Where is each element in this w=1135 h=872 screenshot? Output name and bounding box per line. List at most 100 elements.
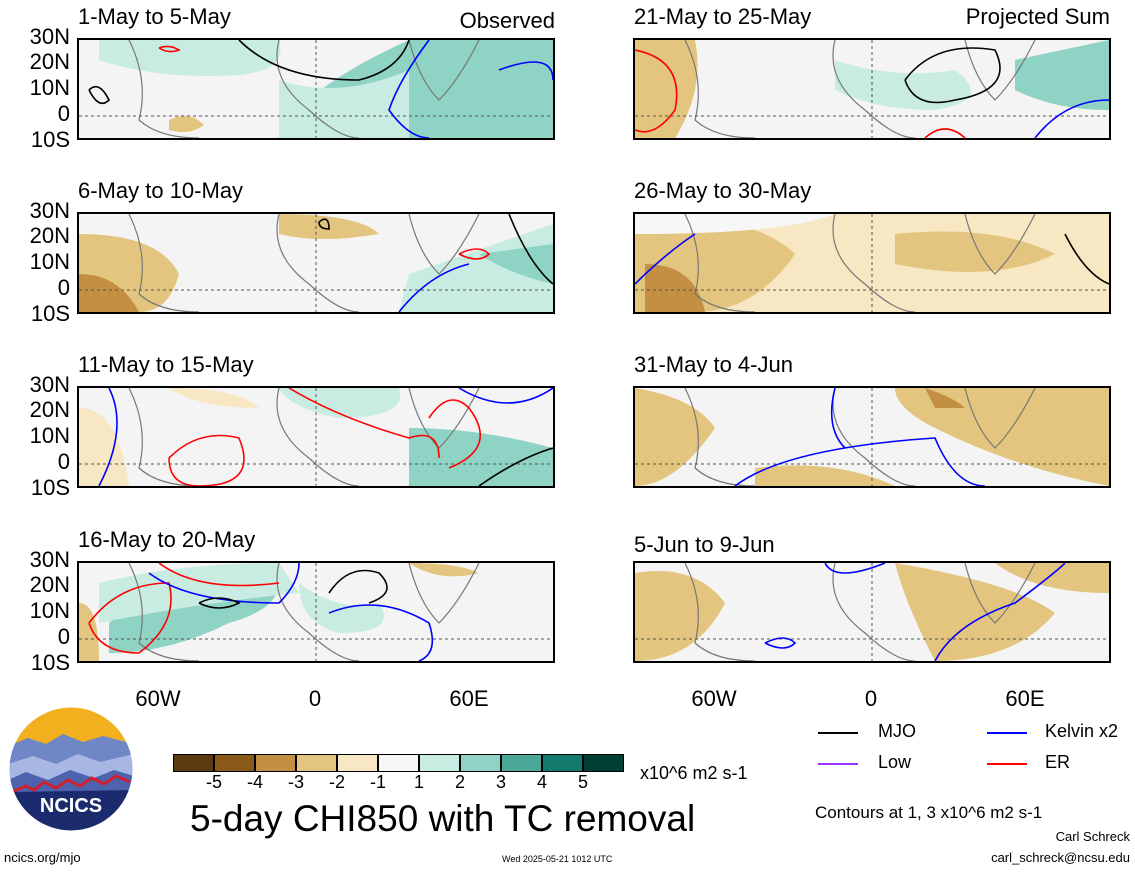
anomaly-shading: [895, 231, 1055, 272]
wave-contour: [398, 263, 470, 312]
colorbar-swatch: [337, 754, 378, 772]
wave-contour: [904, 47, 1001, 104]
lat-label: 20N: [29, 397, 70, 422]
anomaly-shading: [409, 563, 479, 577]
coastline-americas: [128, 563, 200, 661]
coastline-africa: [276, 214, 360, 312]
legend-line-mjo: [818, 732, 858, 734]
lat-label: 20N: [29, 49, 70, 74]
colorbar-swatch: [255, 754, 296, 772]
colorbar-label: 1: [413, 772, 424, 792]
colorbar-label: -5: [205, 772, 222, 792]
author-email: carl_schreck@ncsu.edu: [991, 850, 1130, 865]
panel-title-7: 16-May to 20-May: [78, 527, 256, 552]
coastline-africa: [276, 388, 360, 486]
anomaly-shading: [895, 563, 1055, 661]
legend-line-low: [818, 763, 858, 765]
coastline-arabia: [408, 563, 480, 624]
wave-contour: [88, 85, 110, 105]
wave-contour: [98, 388, 118, 486]
map-panel-6: [633, 386, 1111, 488]
lat-label: 10S: [30, 650, 70, 675]
site-link[interactable]: ncics.org/mjo: [4, 850, 81, 865]
lat-label: 10S: [30, 127, 70, 152]
lat-label: 0: [57, 449, 70, 474]
wave-contour: [328, 604, 434, 661]
coastline-americas: [128, 388, 200, 486]
lat-label: 10N: [29, 75, 70, 100]
map-panel-3: [77, 212, 555, 314]
legend-line-er: [987, 763, 1027, 765]
anomaly-shading: [1015, 40, 1109, 110]
legend-label-er: ER: [1045, 752, 1071, 772]
anomaly-shading: [895, 388, 1109, 486]
wave-contour: [168, 434, 245, 486]
anomaly-shading: [755, 465, 895, 486]
panel-tag-observed: Observed: [459, 8, 555, 33]
wave-contour: [238, 40, 410, 81]
colorbar-swatch: [501, 754, 542, 772]
wave-contour: [635, 233, 696, 285]
anomaly-shading: [79, 274, 139, 312]
wave-contour: [1034, 99, 1109, 138]
wave-contour: [830, 388, 846, 449]
coastline-americas: [684, 388, 756, 486]
map-panel-2: [633, 38, 1111, 140]
coastline-arabia: [408, 388, 480, 449]
anomaly-shading: [635, 571, 725, 661]
lon-label: 60W: [691, 686, 737, 711]
wave-contour: [198, 597, 241, 609]
map-svg-7: [79, 563, 553, 661]
wave-contour: [148, 563, 300, 604]
colorbar-label: 2: [454, 772, 465, 792]
colorbar-swatch: [419, 754, 460, 772]
colorbar-swatch: [378, 754, 419, 772]
map-svg-5: [79, 388, 553, 486]
wave-contour: [458, 388, 553, 404]
map-svg-4: [635, 214, 1109, 312]
panel-tag-projected: Projected Sum: [965, 4, 1110, 29]
panel-title-2: 21-May to 25-May: [634, 4, 812, 29]
colorbar-label: 4: [536, 772, 547, 792]
colorbar-swatch: [296, 754, 337, 772]
map-svg-1: [79, 40, 553, 138]
wave-contour: [428, 399, 481, 469]
coastline-africa: [832, 40, 916, 138]
wave-contour: [764, 637, 797, 649]
colorbar-label: -3: [287, 772, 304, 792]
lon-label: 60W: [135, 686, 181, 711]
lat-label: 10S: [30, 475, 70, 500]
wave-contour: [824, 563, 886, 574]
lat-label: 0: [57, 101, 70, 126]
colorbar-label: -1: [369, 772, 386, 792]
anomaly-shading: [79, 408, 129, 486]
lat-label: 30N: [29, 198, 70, 223]
lon-label: 60E: [449, 686, 489, 711]
map-panel-1: [77, 38, 555, 140]
colorbar-swatch: [460, 754, 501, 772]
coastline-africa: [832, 388, 916, 486]
author: Carl Schreck: [1055, 829, 1130, 844]
panel-title-6: 31-May to 4-Jun: [634, 352, 793, 377]
wave-contour: [88, 582, 172, 654]
colorbar-swatch: [173, 754, 214, 772]
lat-label: 30N: [29, 24, 70, 49]
coastline-americas: [128, 40, 200, 138]
coastline-arabia: [964, 563, 1036, 624]
wave-contour: [388, 40, 430, 138]
anomaly-shading: [479, 244, 553, 284]
panel-title-1: 1-May to 5-May: [78, 4, 231, 29]
wave-contour: [508, 214, 553, 285]
main-title: 5-day CHI850 with TC removal: [190, 798, 696, 839]
legend-label-mjo: MJO: [878, 721, 916, 741]
wave-contour: [635, 49, 678, 133]
colorbar-swatch: [214, 754, 255, 772]
panel-title-5: 11-May to 15-May: [78, 352, 254, 377]
colorbar-swatch: [542, 754, 583, 772]
coastline-arabia: [964, 388, 1036, 449]
anomaly-shading: [79, 603, 99, 661]
anomaly-shading: [635, 40, 698, 138]
wave-contour: [934, 563, 1066, 661]
anomaly-shading: [995, 563, 1109, 593]
panel-title-4: 26-May to 30-May: [634, 178, 812, 203]
